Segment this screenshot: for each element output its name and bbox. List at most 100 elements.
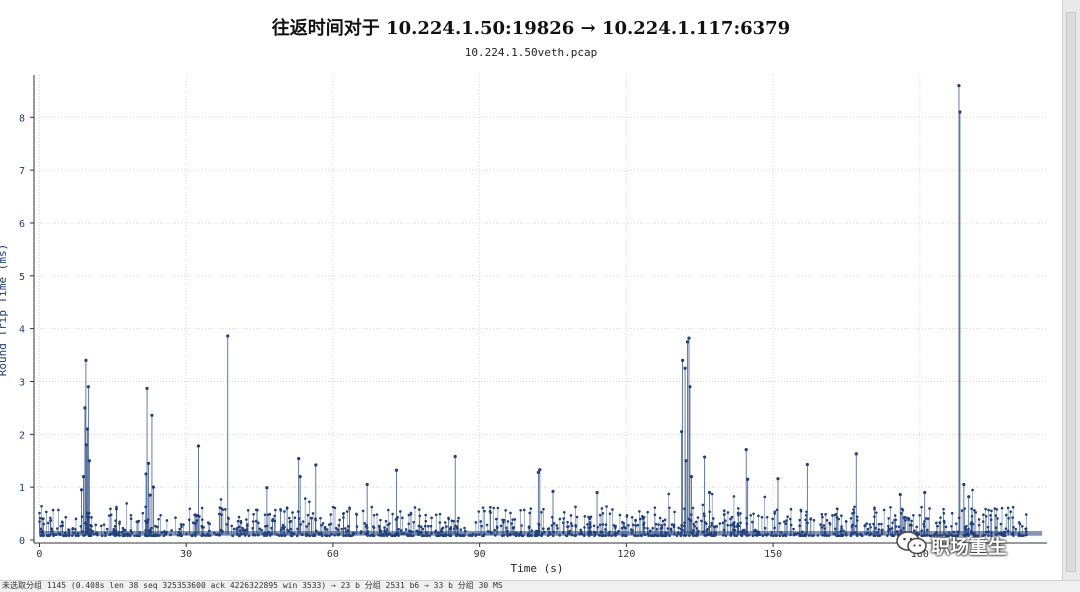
rtt-point xyxy=(683,521,686,525)
rtt-point xyxy=(771,517,774,521)
rtt-point xyxy=(1009,510,1012,514)
rtt-point xyxy=(348,506,351,509)
rtt-point xyxy=(449,527,453,531)
scrollbar-thumb[interactable] xyxy=(1066,12,1076,572)
rtt-point xyxy=(1011,516,1014,519)
rtt-point xyxy=(882,508,886,512)
rtt-point xyxy=(370,505,374,509)
rtt-point xyxy=(401,516,404,520)
rtt-point xyxy=(540,510,543,514)
rtt-point xyxy=(604,523,608,527)
rtt-point xyxy=(586,523,589,526)
rtt-point xyxy=(377,524,381,528)
rtt-point xyxy=(263,513,267,517)
rtt-point xyxy=(421,527,425,531)
rtt-point xyxy=(703,514,706,518)
rtt-point xyxy=(485,523,489,527)
rtt-point xyxy=(113,524,117,528)
rtt-point xyxy=(872,522,875,526)
rtt-point xyxy=(506,520,510,523)
rtt-point xyxy=(844,520,848,523)
rtt-point xyxy=(452,527,456,530)
rtt-point xyxy=(722,509,726,512)
rtt-point xyxy=(206,521,210,524)
rtt-point xyxy=(496,506,500,510)
rtt-point xyxy=(835,507,839,511)
rtt-point xyxy=(958,110,962,114)
rtt-point xyxy=(135,520,139,523)
rtt-point xyxy=(244,518,248,521)
rtt-point xyxy=(64,515,68,519)
rtt-point xyxy=(804,518,807,522)
rtt-point xyxy=(424,513,428,517)
rtt-chart[interactable]: 0 30 60 90 120 150 180 0 1 2 3 4 5 6 7 8 Time (s) Round… xyxy=(0,0,1062,580)
rtt-point xyxy=(538,468,542,472)
rtt-point xyxy=(785,519,788,522)
rtt-point xyxy=(297,457,301,461)
rtt-point xyxy=(642,516,646,519)
rtt-point xyxy=(994,526,998,530)
rtt-point xyxy=(786,515,789,518)
rtt-point xyxy=(629,528,633,531)
rtt-point xyxy=(877,522,881,526)
rtt-point xyxy=(404,528,408,531)
rtt-point xyxy=(638,510,641,513)
rtt-point xyxy=(670,523,674,526)
rtt-point xyxy=(666,527,670,530)
rtt-point xyxy=(828,522,832,526)
rtt-point xyxy=(41,517,44,520)
rtt-point xyxy=(501,518,504,522)
rtt-point xyxy=(789,523,793,527)
rtt-point xyxy=(784,522,788,525)
rtt-point xyxy=(673,510,676,514)
rtt-point xyxy=(726,523,729,527)
rtt-point xyxy=(657,523,660,526)
rtt-point xyxy=(71,526,75,530)
rtt-point xyxy=(663,518,667,522)
axes: 0 30 60 90 120 150 180 0 1 2 3 4 5 6 7 8 xyxy=(19,75,1047,560)
rtt-point xyxy=(115,507,118,511)
rtt-point xyxy=(293,516,297,520)
rtt-point xyxy=(788,517,792,521)
rtt-point xyxy=(257,521,260,525)
rtt-point xyxy=(522,508,526,512)
rtt-point xyxy=(314,517,317,520)
rtt-point xyxy=(457,516,460,520)
rtt-point xyxy=(982,513,985,517)
chart-title: 往返时间对于 10.224.1.50:19826 → 10.224.1.117:… xyxy=(271,18,791,39)
chart-window xyxy=(0,0,1062,580)
rtt-point xyxy=(744,448,748,452)
rtt-point xyxy=(129,517,133,520)
rtt-point xyxy=(711,517,715,520)
rtt-point xyxy=(900,507,904,511)
rtt-point xyxy=(823,527,826,530)
rtt-point xyxy=(395,516,399,520)
rtt-point xyxy=(252,512,255,516)
rtt-point xyxy=(971,488,974,492)
rtt-point xyxy=(866,527,870,531)
rtt-point xyxy=(430,516,433,520)
rtt-point xyxy=(745,522,749,525)
rtt-point xyxy=(291,511,294,514)
rtt-point xyxy=(809,517,812,521)
rtt-point xyxy=(1006,506,1010,510)
rtt-point xyxy=(188,507,192,511)
rtt-point xyxy=(1004,513,1008,517)
rtt-point xyxy=(987,508,990,512)
rtt-point xyxy=(824,513,827,516)
rtt-point xyxy=(939,516,942,519)
rtt-point xyxy=(388,522,391,525)
rtt-point xyxy=(967,527,970,531)
rtt-point xyxy=(79,488,84,492)
rtt-point xyxy=(661,519,665,523)
rtt-point xyxy=(854,524,858,528)
rtt-point xyxy=(347,525,350,528)
rtt-point xyxy=(721,521,725,525)
rtt-point xyxy=(763,495,767,499)
rtt-point xyxy=(689,474,694,479)
rtt-point xyxy=(944,525,948,529)
rtt-point xyxy=(942,507,945,511)
status-text: 未选取分组 1145 (0.408s len 38 seq 325353600 … xyxy=(2,581,503,590)
rtt-point xyxy=(668,506,671,510)
rtt-point xyxy=(792,527,795,531)
